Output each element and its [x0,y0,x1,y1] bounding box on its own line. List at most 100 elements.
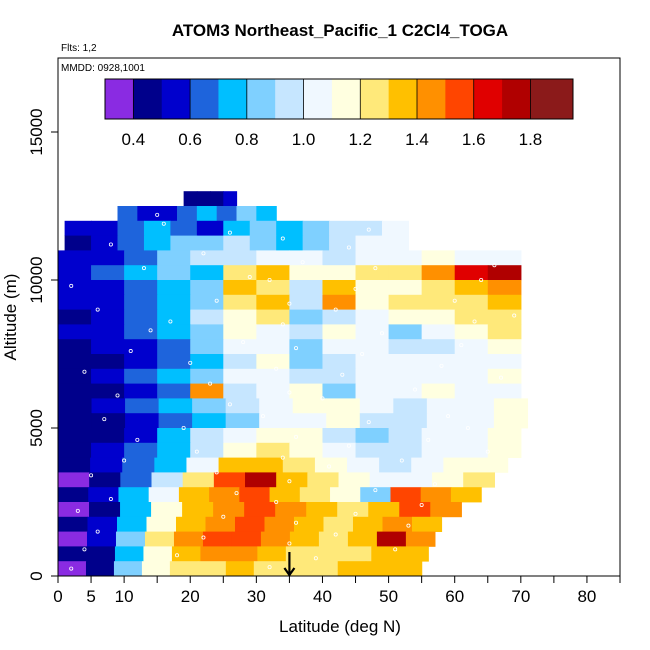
heatmap-cell [223,428,257,444]
heatmap-cell [86,531,117,547]
heatmap-cell [282,457,316,473]
heatmap-cell [91,398,126,414]
heatmap-cell [322,324,357,340]
heatmap-cell [359,398,394,414]
heatmap-cell [493,398,529,414]
sample-point [181,425,186,430]
heatmap-cell [355,339,390,355]
heatmap-cell [58,487,89,503]
heatmap-cell [256,206,277,222]
sample-point [346,443,351,448]
heatmap-cell [322,428,357,444]
heatmap-cell [388,265,423,281]
heatmap-cell [91,235,119,251]
heatmap-cell [454,368,489,384]
y-tick-label: 0 [27,571,46,580]
heatmap-cell [259,413,294,429]
heatmap-cell [256,442,291,458]
heatmap-cell [430,502,462,518]
heatmap-cell [192,398,227,414]
heatmap-cell [58,442,92,458]
sample-point [294,346,299,351]
heatmap-cell [487,265,522,281]
colorbar: 0.4 0.6 0.8 1.0 1.2 1.4 1.6 1.8 [104,78,574,149]
heatmap-cell [421,368,456,384]
colorbar-segment [417,79,446,119]
heatmap-cell [190,265,224,281]
heatmap-cell [58,531,88,547]
heatmap-cell [158,413,193,429]
heatmap-cell [157,428,191,444]
heatmap-cell [146,516,177,532]
heatmap-cell [148,487,180,503]
heatmap-cell [250,457,284,473]
heatmap-cell [218,457,252,473]
colorbar-tick-label: 0.4 [122,130,146,149]
sample-point [82,369,87,374]
heatmap-cell [450,487,482,503]
heatmap-cell [463,472,495,488]
heatmap-cell [141,561,171,577]
heatmap-cell [157,339,191,355]
heatmap-cell [475,457,509,473]
heatmap-cell [175,516,207,532]
colorbar-segment [218,79,248,119]
heatmap-cell [322,265,357,281]
heatmap-cell [355,235,383,251]
heatmap-cell [239,487,271,503]
heatmap-cell [170,235,198,251]
x-tick-label: 30 [247,587,266,606]
heatmap-cell [228,546,258,562]
heatmap-cell [245,472,277,488]
colorbar-segment [190,79,219,119]
sample-point [141,266,146,271]
heatmap-cell [190,428,224,444]
colorbar-segment [246,79,276,119]
heatmap-cell [58,516,89,532]
heatmap-cell [307,472,340,488]
x-tick-label: 0 [53,587,62,606]
heatmap-cell [115,531,146,547]
sample-point [346,245,351,250]
heatmap-cell [190,280,224,296]
heatmap-cell [182,472,215,488]
heatmap-cell [58,309,92,325]
heatmap-cell [223,339,257,355]
heatmap-cell [487,324,522,340]
heatmap-cell [256,354,291,370]
heatmap-cell [158,398,193,414]
heatmap-cell [400,472,433,488]
heatmap-cell [205,516,236,532]
heatmap-cell [454,428,489,444]
heatmap-cell [91,280,125,296]
heatmap-cell [322,309,357,325]
colorbar-segment [161,79,191,119]
colorbar-tick-label: 1.2 [348,130,372,149]
sample-point [426,437,431,442]
sample-point [439,363,444,368]
heatmap-cell [186,457,220,473]
sample-point [512,313,517,318]
sample-point [260,414,265,419]
heatmap-cell [322,354,357,370]
heatmap-cell [285,546,315,562]
heatmap-cell [329,235,357,251]
sample-point [373,488,378,493]
sample-point [168,319,173,324]
heatmap-cell [322,368,357,384]
heatmap-cell [223,235,251,251]
dates-label: MMDD: 0928,1001 [61,63,145,74]
heatmap-cell [276,472,308,488]
sample-point [214,470,219,475]
heatmap-cell [58,472,90,488]
heatmap-cell [381,235,410,251]
heatmap-cell [454,383,489,399]
sample-point [379,331,384,336]
heatmap-cell [289,383,324,399]
heatmap-cell [197,561,227,577]
heatmap-cell [225,398,260,414]
heatmap-cell [124,294,158,310]
heatmap-cell [196,220,224,236]
heatmap-cell [376,531,407,547]
sample-point [69,283,74,288]
